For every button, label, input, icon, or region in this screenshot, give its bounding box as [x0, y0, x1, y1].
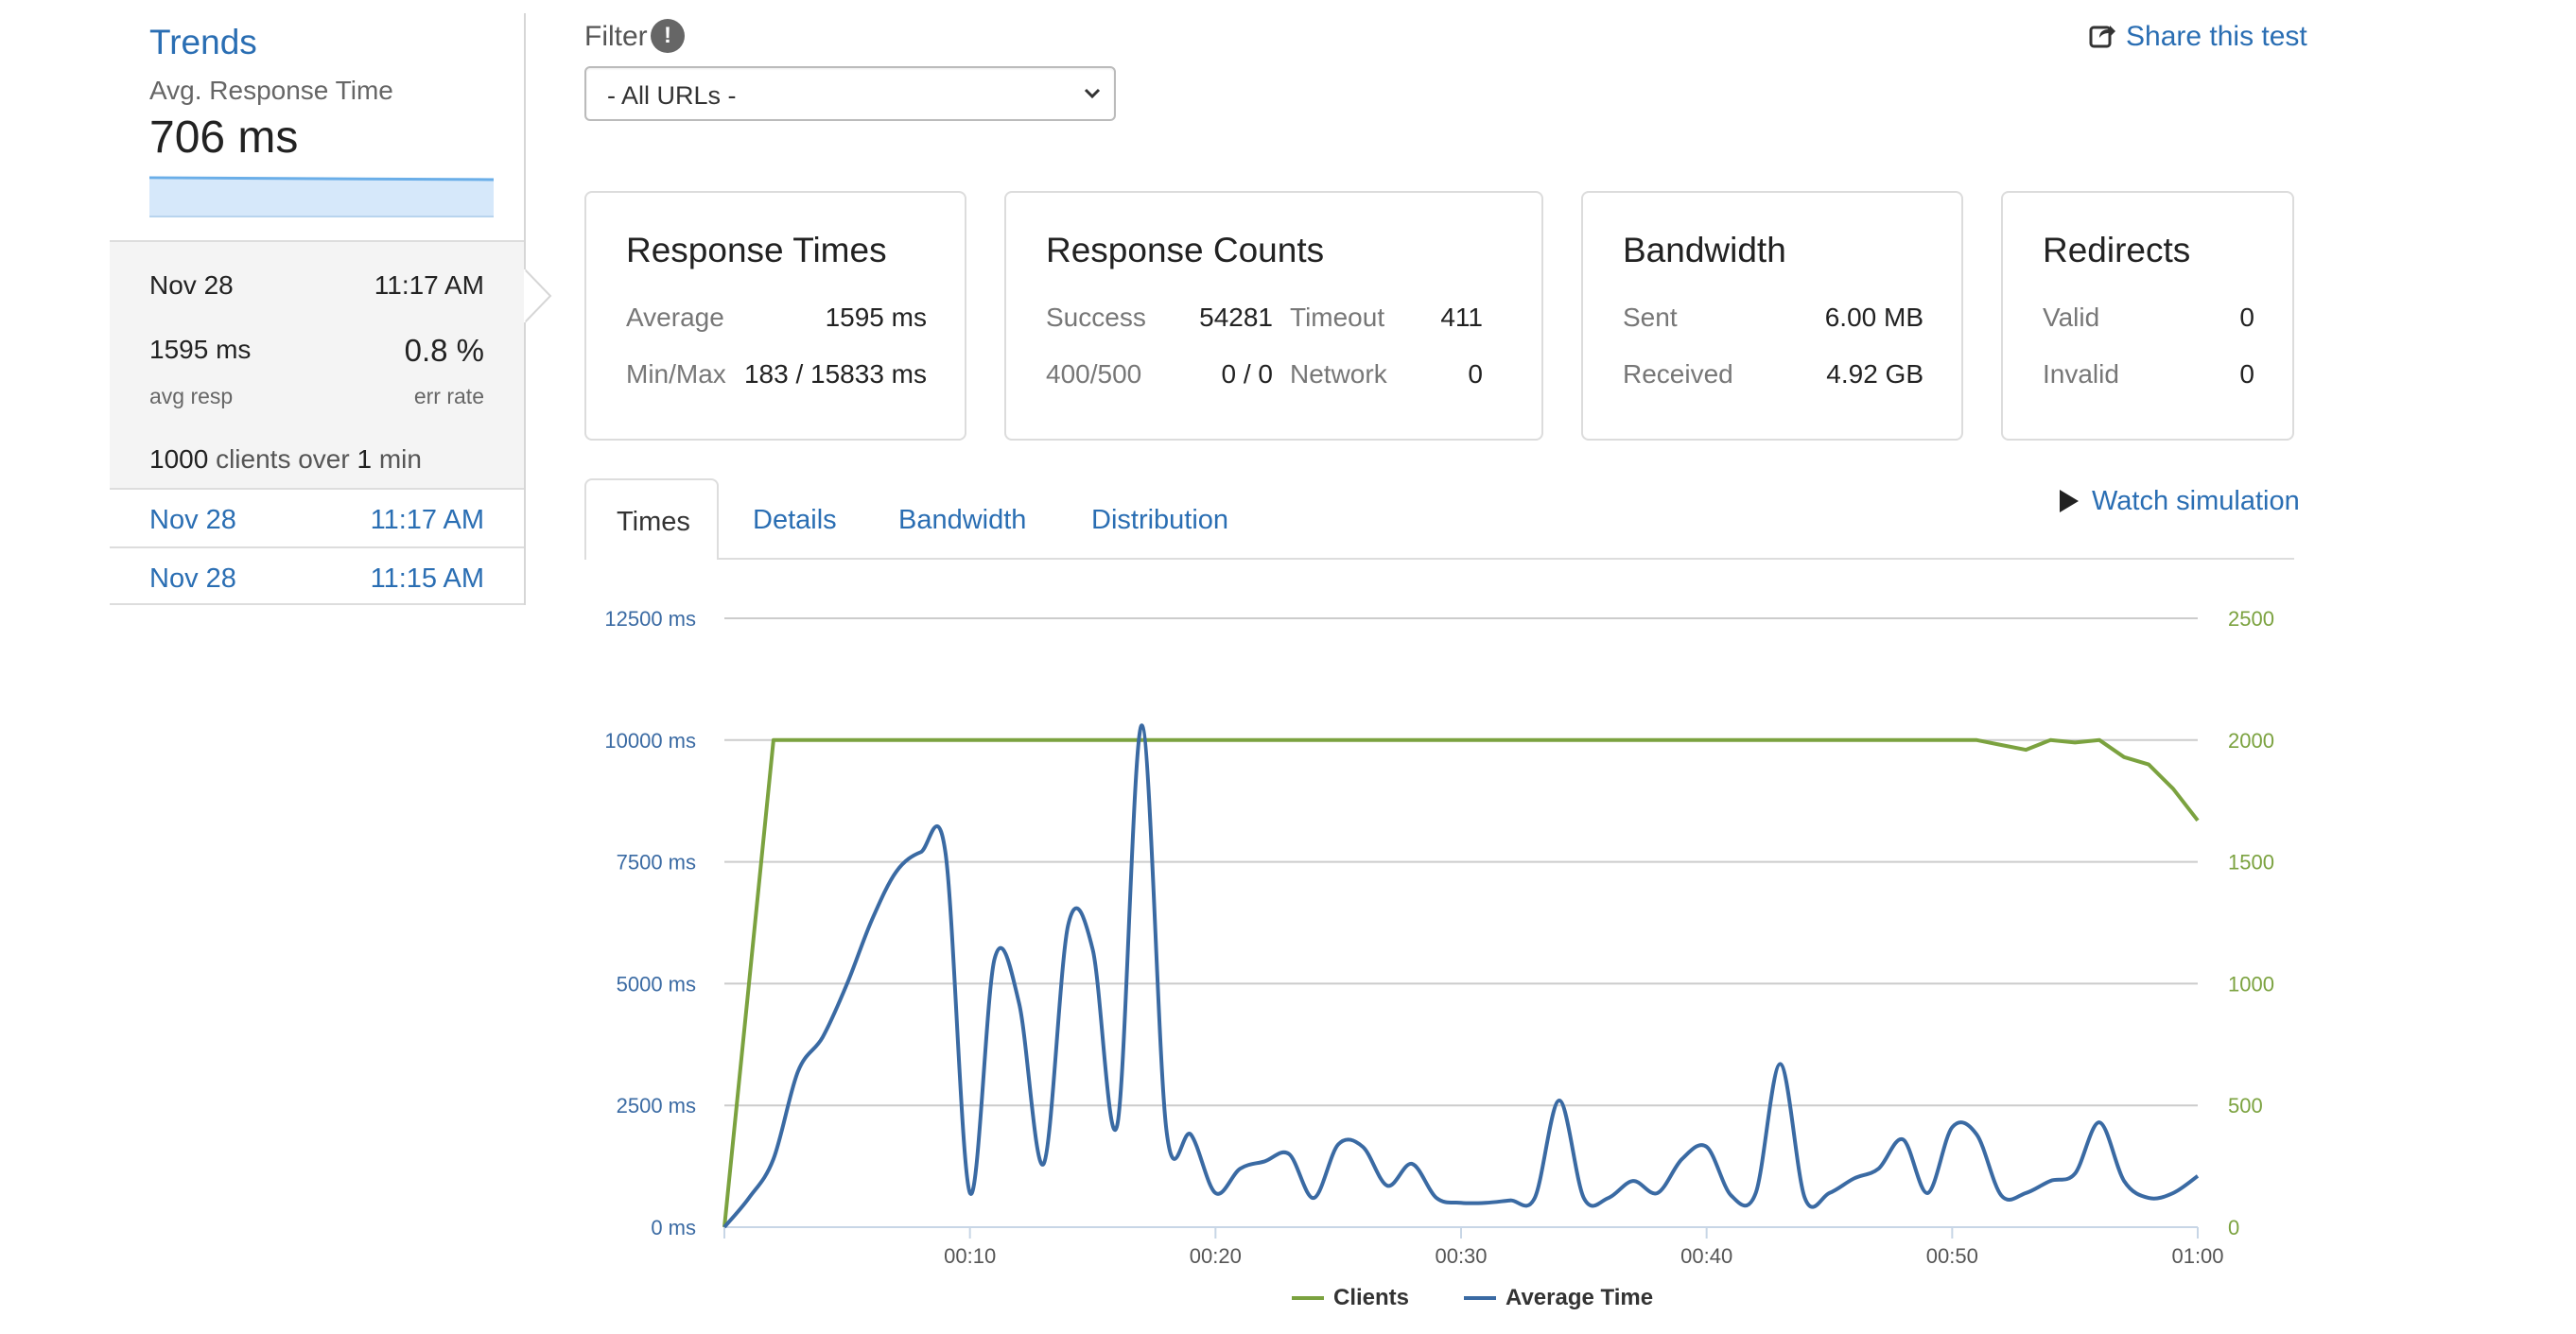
average-label: Average [626, 303, 724, 332]
run-err-rate-caption: err rate [413, 384, 484, 408]
card-bandwidth: Bandwidth Sent 6.00 MB Received 4.92 GB [1581, 191, 1963, 441]
sent-label: Sent [1623, 303, 1678, 332]
tab-details[interactable]: Details [753, 505, 837, 535]
x-tick-label: 00:20 [1190, 1244, 1242, 1268]
trend-sparkline [149, 176, 494, 217]
share-icon [2089, 26, 2115, 48]
received-value: 4.92 GB [1826, 359, 1923, 389]
x-tick-label: 00:40 [1680, 1244, 1732, 1268]
watch-simulation-label: Watch simulation [2092, 486, 2300, 516]
filter-label: Filter [584, 21, 648, 52]
tab-times[interactable]: Times [584, 478, 719, 560]
legend-item: Clients [1333, 1285, 1409, 1310]
y-left-tick-label: 5000 ms [617, 972, 696, 996]
y-right-tick-label: 2500 [2228, 607, 2274, 631]
run-avg-resp-caption: avg resp [149, 384, 234, 408]
error-codes-value: 0 / 0 [1221, 359, 1273, 389]
active-run-pointer [524, 269, 552, 323]
run-item-date: Nov 28 [149, 563, 236, 594]
card-response-times: Response Times Average 1595 ms Min/Max 1… [584, 191, 966, 441]
y-left-tick-label: 2500 ms [617, 1094, 696, 1117]
run-date: Nov 28 [149, 270, 234, 300]
y-left-tick-label: 12500 ms [604, 607, 696, 631]
trends-title[interactable]: Trends [149, 23, 257, 61]
success-value: 54281 [1199, 303, 1273, 332]
network-label: Network [1290, 359, 1387, 389]
play-icon [2060, 490, 2079, 512]
run-time: 11:17 AM [374, 270, 484, 300]
tab-bandwidth[interactable]: Bandwidth [898, 505, 1027, 535]
y-left-tick-label: 0 ms [651, 1216, 696, 1239]
tabs-underline [584, 558, 2294, 560]
url-filter-value: - All URLs - [607, 81, 737, 110]
test-run-active[interactable]: Nov 28 11:17 AM 1595 ms 0.8 % avg resp e… [110, 240, 524, 488]
minmax-value: 183 / 15833 ms [743, 359, 927, 389]
run-clients-count: 1000 [149, 444, 209, 474]
run-item-time: 11:17 AM [370, 505, 484, 535]
run-clients-minutes: 1 [357, 444, 373, 474]
card-title: Redirects [2043, 231, 2191, 269]
trends-sidebar: Trends Avg. Response Time 706 ms Nov 28 … [110, 13, 552, 605]
success-label: Success [1046, 303, 1146, 332]
y-right-tick-label: 500 [2228, 1094, 2263, 1117]
tab-distribution[interactable]: Distribution [1091, 505, 1229, 535]
received-label: Received [1623, 359, 1733, 389]
test-run-item[interactable]: Nov 28 11:17 AM [110, 488, 524, 546]
valid-value: 0 [2239, 303, 2254, 332]
response-time-chart: 0 ms 0 2500 ms 500 5000 ms 1000 7500 ms 1500 100… [604, 607, 2274, 1310]
trend-metric-label: Avg. Response Time [149, 76, 393, 105]
timeout-value: 411 [1440, 303, 1483, 332]
x-tick-label: 00:30 [1435, 1244, 1487, 1268]
network-value: 0 [1468, 359, 1483, 389]
x-tick-label: 01:00 [2171, 1244, 2223, 1268]
y-right-tick-label: 1500 [2228, 851, 2274, 875]
tab-label: Times [617, 507, 690, 537]
y-right-tick-label: 1000 [2228, 972, 2274, 996]
y-left-tick-label: 7500 ms [617, 851, 696, 875]
chevron-down-icon [1084, 88, 1101, 99]
run-clients-text-a: clients over [216, 444, 350, 474]
y-left-tick-label: 10000 ms [604, 729, 696, 753]
valid-label: Valid [2043, 303, 2100, 332]
run-clients-text-b: min [378, 444, 422, 474]
run-clients-summary: 1000 clients over 1 min [149, 444, 422, 475]
average-value: 1595 ms [825, 303, 927, 332]
minmax-label: Min/Max [626, 359, 726, 389]
sent-value: 6.00 MB [1824, 303, 1923, 332]
run-item-time: 11:15 AM [370, 563, 484, 594]
invalid-value: 0 [2239, 359, 2254, 389]
y-right-tick-label: 2000 [2228, 729, 2274, 753]
legend-item: Average Time [1506, 1285, 1653, 1310]
card-response-counts: Response Counts Success 54281 Timeout 41… [1004, 191, 1543, 441]
run-item-date: Nov 28 [149, 505, 236, 535]
share-label: Share this test [2126, 21, 2307, 52]
y-right-tick-label: 0 [2228, 1216, 2239, 1239]
error-codes-label: 400/500 [1046, 359, 1142, 389]
x-tick-label: 00:10 [944, 1244, 996, 1268]
x-tick-label: 00:50 [1926, 1244, 1978, 1268]
run-avg-resp: 1595 ms [149, 335, 252, 364]
card-redirects: Redirects Valid 0 Invalid 0 [2001, 191, 2294, 441]
card-title: Response Counts [1046, 231, 1325, 269]
test-run-item[interactable]: Nov 28 11:15 AM [110, 546, 524, 605]
series-line-average-time [722, 723, 2200, 1229]
timeout-label: Timeout [1290, 303, 1385, 332]
invalid-label: Invalid [2043, 359, 2119, 389]
card-title: Response Times [626, 231, 887, 269]
url-filter-select[interactable]: - All URLs - [584, 66, 1116, 121]
info-icon[interactable]: ! [651, 19, 685, 53]
run-err-rate: 0.8 % [404, 333, 484, 368]
series-line-clients [722, 737, 2200, 1228]
card-title: Bandwidth [1623, 231, 1786, 269]
trend-metric-value: 706 ms [149, 113, 299, 163]
